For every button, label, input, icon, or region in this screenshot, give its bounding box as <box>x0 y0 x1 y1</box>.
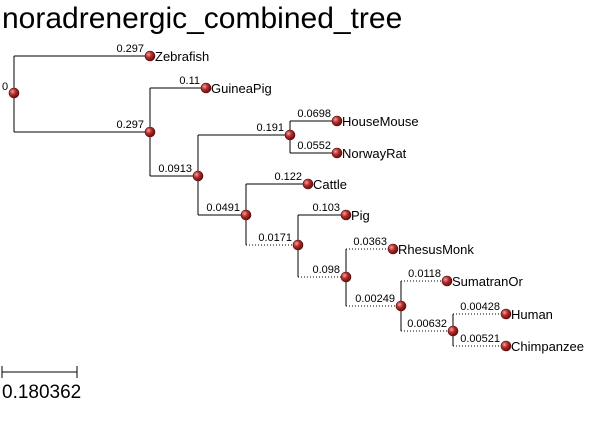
chimpanzee-branch-length: 0.00521 <box>460 333 500 345</box>
sumatranor-branch-length: 0.0118 <box>408 268 441 280</box>
guineapig-node <box>200 82 212 94</box>
leaf-label-chimpanzee: Chimpanzee <box>511 339 584 354</box>
tree-nodes <box>8 50 512 352</box>
leaf-label-sumatranor: SumatranOr <box>452 274 523 289</box>
tree-title: noradrenergic_combined_tree <box>2 2 403 35</box>
n4-node <box>240 209 252 221</box>
n7-node <box>395 300 407 312</box>
leaf-label-pig: Pig <box>351 208 370 223</box>
tree-labels: 0 0.297 Zebrafish 0.297 0.11 GuineaPig 0.0913 0… <box>2 43 584 354</box>
n6-branch-length: 0.098 <box>312 264 340 276</box>
leaf-label-cattle: Cattle <box>313 177 347 192</box>
n3-branch-length: 0.191 <box>256 122 284 134</box>
zebrafish-branch-length: 0.297 <box>116 43 144 55</box>
n2-node <box>192 170 204 182</box>
norwayrat-branch-length: 0.0552 <box>297 140 331 152</box>
chimpanzee-node <box>500 340 512 352</box>
n5-node <box>292 239 304 251</box>
pig-branch-length: 0.103 <box>312 202 340 214</box>
human-branch-length: 0.00428 <box>460 301 500 313</box>
n7-branch-length: 0.00249 <box>355 293 395 305</box>
rhesusmonk-node <box>387 243 399 255</box>
guineapig-branch-length: 0.11 <box>179 75 200 87</box>
leaf-label-zebrafish: Zebrafish <box>155 49 209 64</box>
scale-bar-label: 0.180362 <box>2 382 81 403</box>
tree-edges <box>13 55 506 347</box>
n1-branch-length: 0.297 <box>116 119 144 131</box>
pig-node <box>340 209 352 221</box>
cattle-branch-length: 0.122 <box>274 171 302 183</box>
n2-branch-length: 0.0913 <box>158 163 192 175</box>
n6-node <box>340 271 352 283</box>
n1-node <box>144 126 156 138</box>
root-length-label: 0 <box>2 81 8 93</box>
leaf-label-human: Human <box>511 307 553 322</box>
n4-branch-length: 0.0491 <box>206 202 240 214</box>
n8-branch-length: 0.00632 <box>407 318 447 330</box>
housemouse-branch-length: 0.0698 <box>297 108 331 120</box>
leaf-label-housemouse: HouseMouse <box>342 114 419 129</box>
zebrafish-node <box>144 50 156 62</box>
housemouse-node <box>331 115 343 127</box>
n8-node <box>447 325 459 337</box>
scale-bar: 0.180362 <box>1 366 81 403</box>
leaf-label-norwayrat: NorwayRat <box>342 146 407 161</box>
sumatranor-node <box>441 275 453 287</box>
leaf-label-guineapig: GuineaPig <box>211 81 272 96</box>
root-node <box>8 87 20 99</box>
rhesusmonk-branch-length: 0.0363 <box>353 236 387 248</box>
leaf-label-rhesusmonk: RhesusMonk <box>398 242 474 257</box>
n3-node <box>284 129 296 141</box>
human-node <box>500 308 512 320</box>
norwayrat-node <box>331 147 343 159</box>
n5-branch-length: 0.0171 <box>258 232 292 244</box>
cattle-node <box>302 178 314 190</box>
